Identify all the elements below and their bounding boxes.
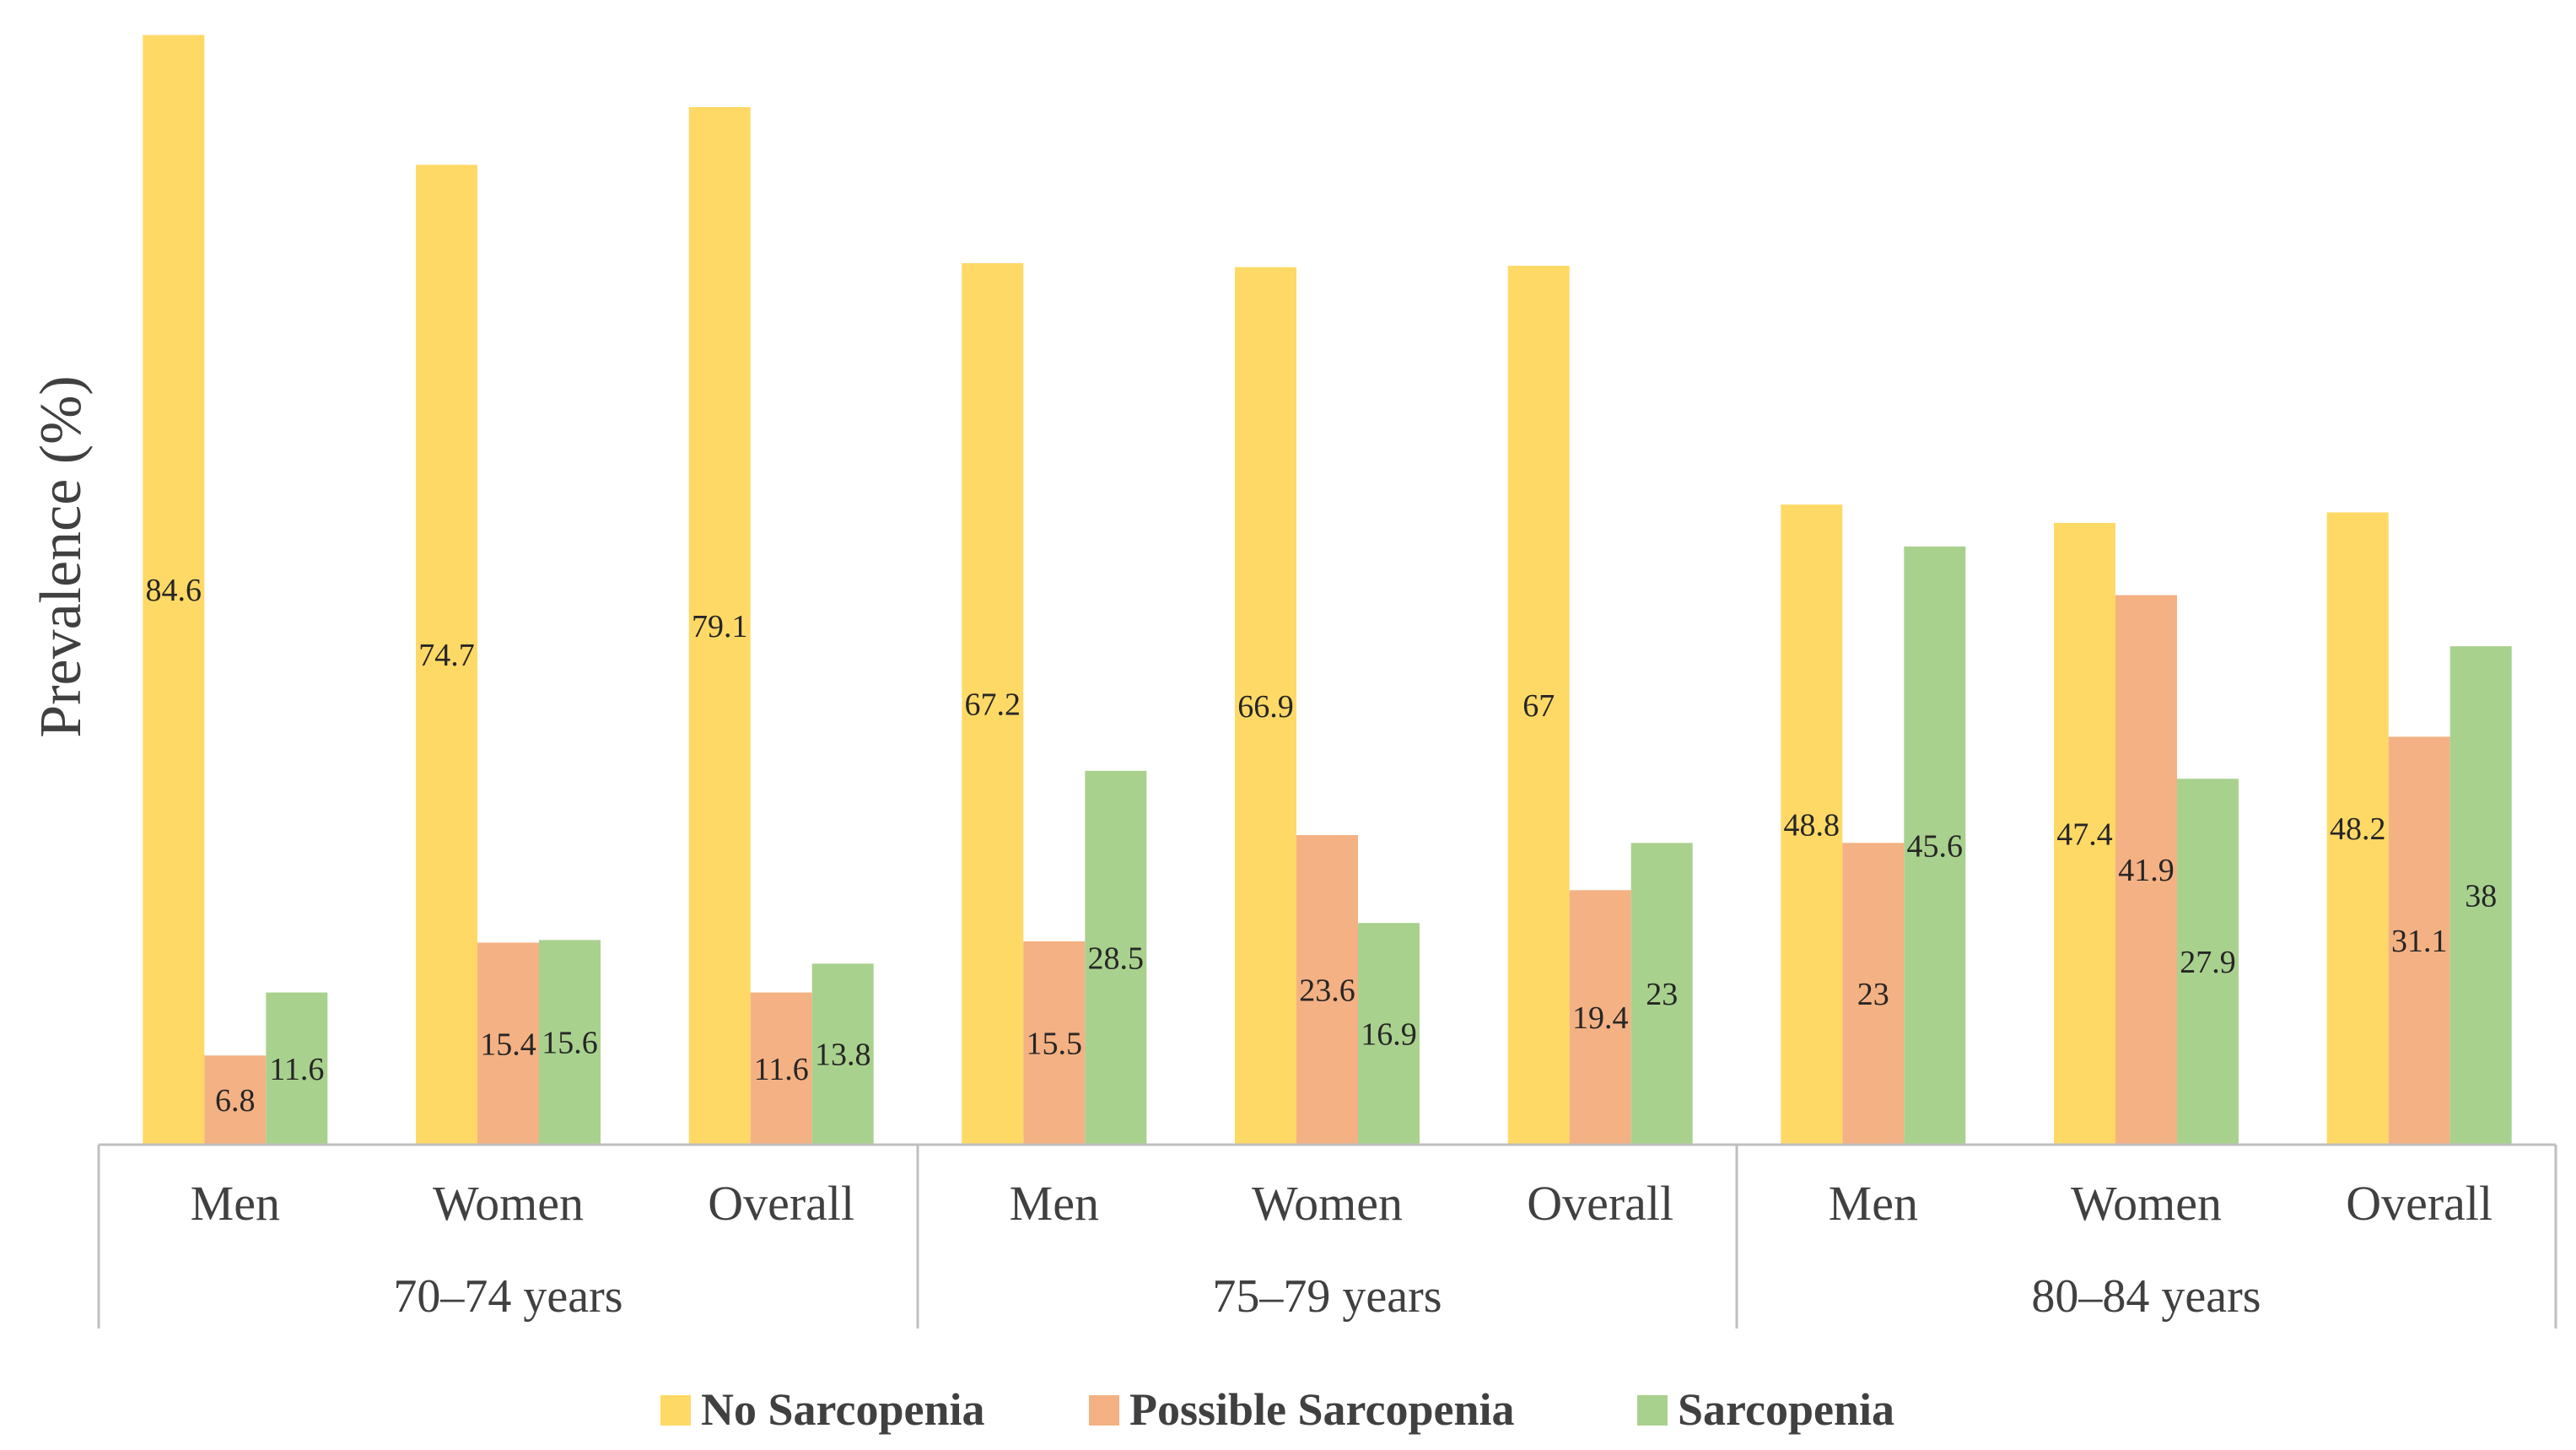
group-label: 70–74 years (393, 1270, 622, 1323)
category-label: Men (191, 1176, 280, 1231)
bar-sarcopenia (539, 940, 601, 1145)
data-label: 16.9 (1361, 1017, 1417, 1053)
data-label: 19.4 (1572, 1000, 1629, 1036)
data-label: 23 (1857, 977, 1889, 1012)
category-label: Overall (2346, 1176, 2492, 1231)
legend: No Sarcopenia Possible Sarcopenia Sarcopen… (660, 1384, 1894, 1435)
bar-no-sarcopenia (416, 164, 477, 1145)
data-label: 31.1 (2391, 924, 2448, 959)
bar-possible-sarcopenia (1296, 835, 1358, 1145)
bar-no-sarcopenia (1781, 504, 1843, 1145)
bar-sarcopenia (1904, 546, 1966, 1145)
group-label: 75–79 years (1212, 1270, 1442, 1323)
bar-possible-sarcopenia (2115, 595, 2177, 1145)
data-label: 66.9 (1237, 689, 1294, 725)
bar-sarcopenia (1085, 770, 1147, 1145)
data-label: 74.7 (418, 638, 475, 673)
data-label: 84.6 (146, 573, 202, 608)
bar-no-sarcopenia (2326, 512, 2389, 1145)
data-label: 11.6 (269, 1052, 324, 1087)
data-label: 27.9 (2180, 945, 2236, 980)
legend-swatch (1637, 1395, 1668, 1426)
data-label: 67.2 (965, 687, 1021, 723)
bar-no-sarcopenia (1507, 266, 1570, 1145)
bar-possible-sarcopenia (2388, 736, 2450, 1145)
bar-no-sarcopenia (143, 35, 205, 1145)
bar-sarcopenia (2177, 779, 2239, 1145)
data-label: 23.6 (1299, 973, 1355, 1009)
data-label: 79.1 (692, 609, 748, 644)
bar-no-sarcopenia (688, 107, 751, 1145)
legend-label: Sarcopenia (1678, 1384, 1894, 1435)
data-label: 67 (1522, 688, 1555, 724)
category-label: Women (1252, 1176, 1403, 1231)
data-label: 48.2 (2330, 811, 2386, 847)
category-label: Overall (708, 1176, 854, 1231)
y-axis-label: Prevalence (%) (29, 375, 94, 737)
category-label: Women (433, 1176, 584, 1231)
data-label: 15.4 (480, 1027, 536, 1062)
data-labels-layer: 84.66.811.674.715.4 15.679.111.6 13.867.21… (146, 573, 2498, 1118)
bar-possible-sarcopenia (750, 992, 812, 1145)
bar-sarcopenia (1630, 843, 1693, 1145)
data-label: 47.4 (2056, 817, 2113, 853)
bar-possible-sarcopenia (204, 1055, 267, 1145)
category-label: Women (2071, 1176, 2222, 1231)
data-label: 48.8 (1784, 808, 1840, 844)
data-label: 41.9 (2118, 853, 2175, 888)
bar-possible-sarcopenia (477, 942, 539, 1145)
bar-possible-sarcopenia (1842, 843, 1905, 1145)
bar-sarcopenia (2449, 646, 2512, 1145)
bar-no-sarcopenia (1235, 267, 1296, 1145)
group-label: 80–84 years (2031, 1270, 2261, 1323)
category-label: Overall (1527, 1176, 1673, 1231)
x-axis: Men Women Overall Men Women Overall Men Women Ov… (97, 1143, 2557, 1329)
bar-sarcopenia (811, 963, 874, 1145)
data-label: 6.8 (215, 1083, 256, 1118)
data-label: 11.6 (754, 1052, 809, 1087)
legend-label: No Sarcopenia (701, 1384, 985, 1435)
data-label: 38 (2465, 879, 2497, 914)
bars-layer (143, 35, 2512, 1145)
data-label: 15.5 (1027, 1027, 1083, 1062)
legend-label: Possible Sarcopenia (1129, 1384, 1515, 1435)
bar-no-sarcopenia (2054, 522, 2115, 1145)
data-label: 28.5 (1088, 941, 1145, 976)
category-label: Men (1010, 1176, 1099, 1231)
data-label: 15.6 (542, 1026, 598, 1061)
bar-no-sarcopenia (962, 263, 1024, 1145)
data-label: 45.6 (1907, 829, 1964, 865)
bar-possible-sarcopenia (1023, 941, 1086, 1145)
legend-swatch (660, 1395, 691, 1426)
data-label: 23 (1646, 977, 1678, 1012)
legend-swatch (1089, 1395, 1119, 1426)
category-label: Men (1829, 1176, 1918, 1231)
data-label: 13.8 (815, 1038, 871, 1073)
bar-sarcopenia (1358, 923, 1420, 1145)
bar-possible-sarcopenia (1569, 890, 1631, 1145)
bar-sarcopenia (266, 992, 328, 1145)
